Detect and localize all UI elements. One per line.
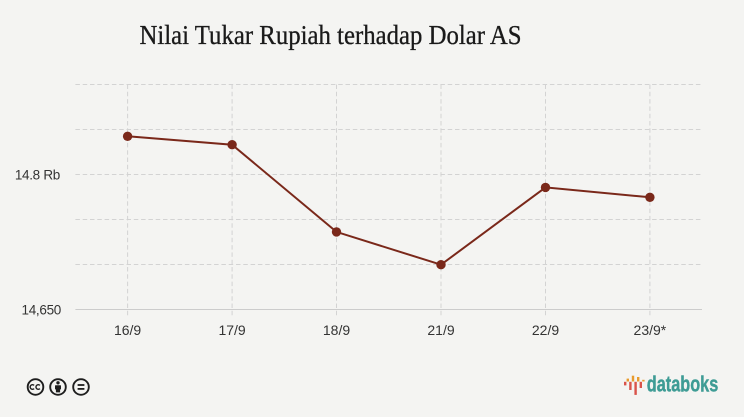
- svg-text:14.8 Rb: 14.8 Rb: [15, 167, 60, 182]
- svg-text:21/9: 21/9: [427, 322, 454, 338]
- svg-text:22/9: 22/9: [532, 322, 559, 338]
- svg-text:18/9: 18/9: [323, 322, 350, 338]
- svg-text:databoks: databoks: [647, 372, 719, 397]
- svg-text:17/9: 17/9: [218, 322, 245, 338]
- svg-text:16/9: 16/9: [114, 322, 141, 338]
- svg-text:23/9*: 23/9*: [634, 322, 667, 338]
- svg-text:14,650: 14,650: [22, 302, 62, 317]
- svg-text:Nilai Tukar Rupiah terhadap Do: Nilai Tukar Rupiah terhadap Dolar AS: [140, 19, 522, 50]
